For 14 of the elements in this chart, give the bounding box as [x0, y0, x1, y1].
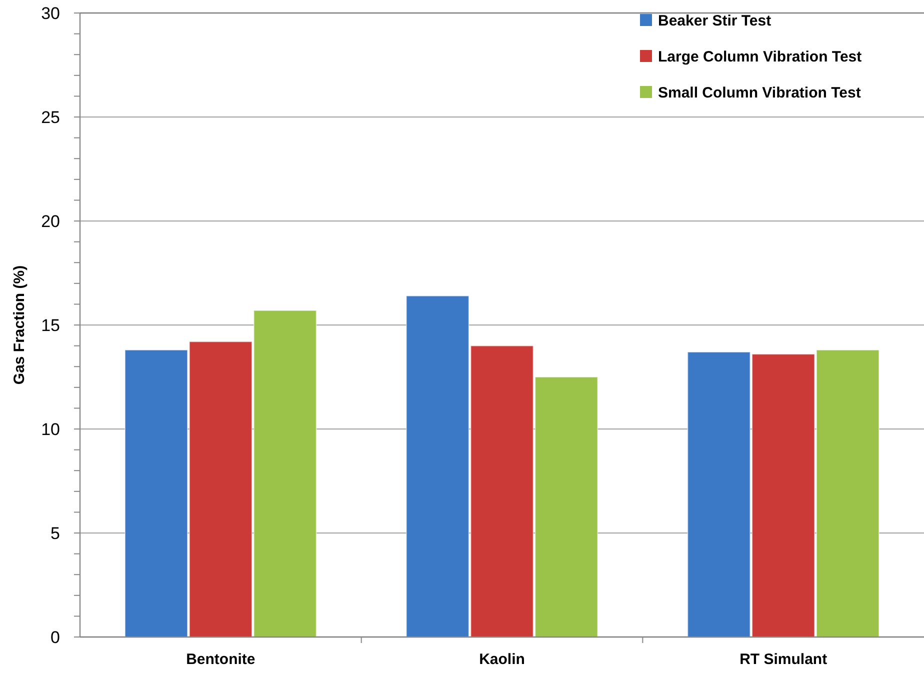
- x-tick-label: Bentonite: [186, 651, 256, 668]
- legend-label: Beaker Stir Test: [658, 12, 772, 30]
- y-tick-label: 30: [41, 4, 60, 23]
- y-tick-label: 25: [41, 108, 60, 127]
- y-tick-label: 0: [50, 628, 60, 647]
- legend-label: Small Column Vibration Test: [658, 84, 861, 102]
- y-tick-label: 5: [50, 524, 60, 543]
- y-tick-label: 15: [41, 316, 60, 335]
- x-tick-label: RT Simulant: [740, 651, 828, 668]
- legend-label: Large Column Vibration Test: [658, 48, 862, 66]
- y-axis-title: Gas Fraction (%): [11, 265, 28, 385]
- y-tick-label: 20: [41, 212, 60, 231]
- y-tick-label: 10: [41, 420, 60, 439]
- x-tick-label: Kaolin: [479, 651, 525, 668]
